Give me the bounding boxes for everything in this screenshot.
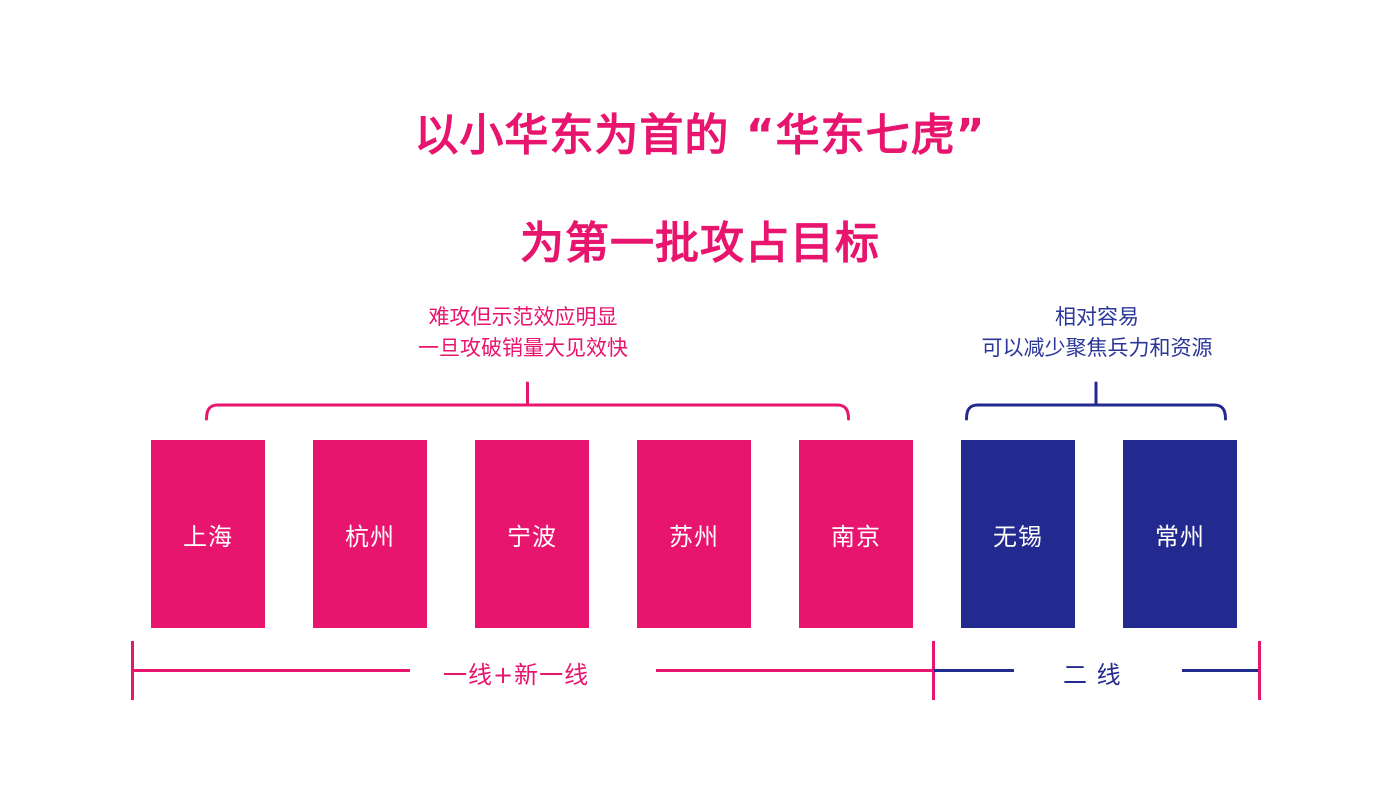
tier2-axis-label: 二 线 bbox=[1063, 661, 1122, 689]
axis-tick-middle bbox=[932, 641, 935, 700]
tier1-axis-label: 一线+新一线 bbox=[443, 661, 590, 689]
tier2-axis-line-left bbox=[934, 669, 1014, 672]
city-label: 上海 bbox=[183, 522, 233, 551]
slide-title-line-1: 以小华东为首的 “华东七虎” bbox=[414, 110, 986, 161]
city-label: 南京 bbox=[831, 522, 881, 551]
city-label: 苏州 bbox=[669, 522, 719, 551]
tier2-note: 相对容易 可以减少聚焦兵力和资源 bbox=[947, 302, 1247, 364]
tier2-axis-line-right bbox=[1182, 669, 1259, 672]
city-box-hangzhou: 杭州 bbox=[313, 440, 427, 628]
city-box-ningbo: 宁波 bbox=[475, 440, 589, 628]
city-box-nanjing: 南京 bbox=[799, 440, 913, 628]
city-box-suzhou: 苏州 bbox=[637, 440, 751, 628]
tier2-note-line-2: 可以减少聚焦兵力和资源 bbox=[981, 336, 1213, 360]
tier2-brace-icon bbox=[965, 381, 1227, 421]
city-label: 宁波 bbox=[507, 522, 557, 551]
city-label: 无锡 bbox=[993, 522, 1043, 551]
tier1-axis-line-left bbox=[131, 669, 410, 672]
city-label: 常州 bbox=[1155, 522, 1205, 551]
axis-tick-right bbox=[1258, 641, 1261, 700]
tier1-note-line-1: 难攻但示范效应明显 bbox=[428, 305, 618, 329]
tier1-note-line-2: 一旦攻破销量大见效快 bbox=[418, 336, 628, 360]
city-label: 杭州 bbox=[345, 522, 395, 551]
tier1-brace-icon bbox=[205, 381, 850, 421]
city-box-wuxi: 无锡 bbox=[961, 440, 1075, 628]
tier2-note-line-1: 相对容易 bbox=[1055, 305, 1139, 329]
slide-title-line-2: 为第一批攻占目标 bbox=[520, 218, 880, 269]
tier1-note: 难攻但示范效应明显 一旦攻破销量大见效快 bbox=[323, 302, 723, 364]
city-box-changzhou: 常州 bbox=[1123, 440, 1237, 628]
city-box-shanghai: 上海 bbox=[151, 440, 265, 628]
tier1-axis-line-right bbox=[656, 669, 933, 672]
